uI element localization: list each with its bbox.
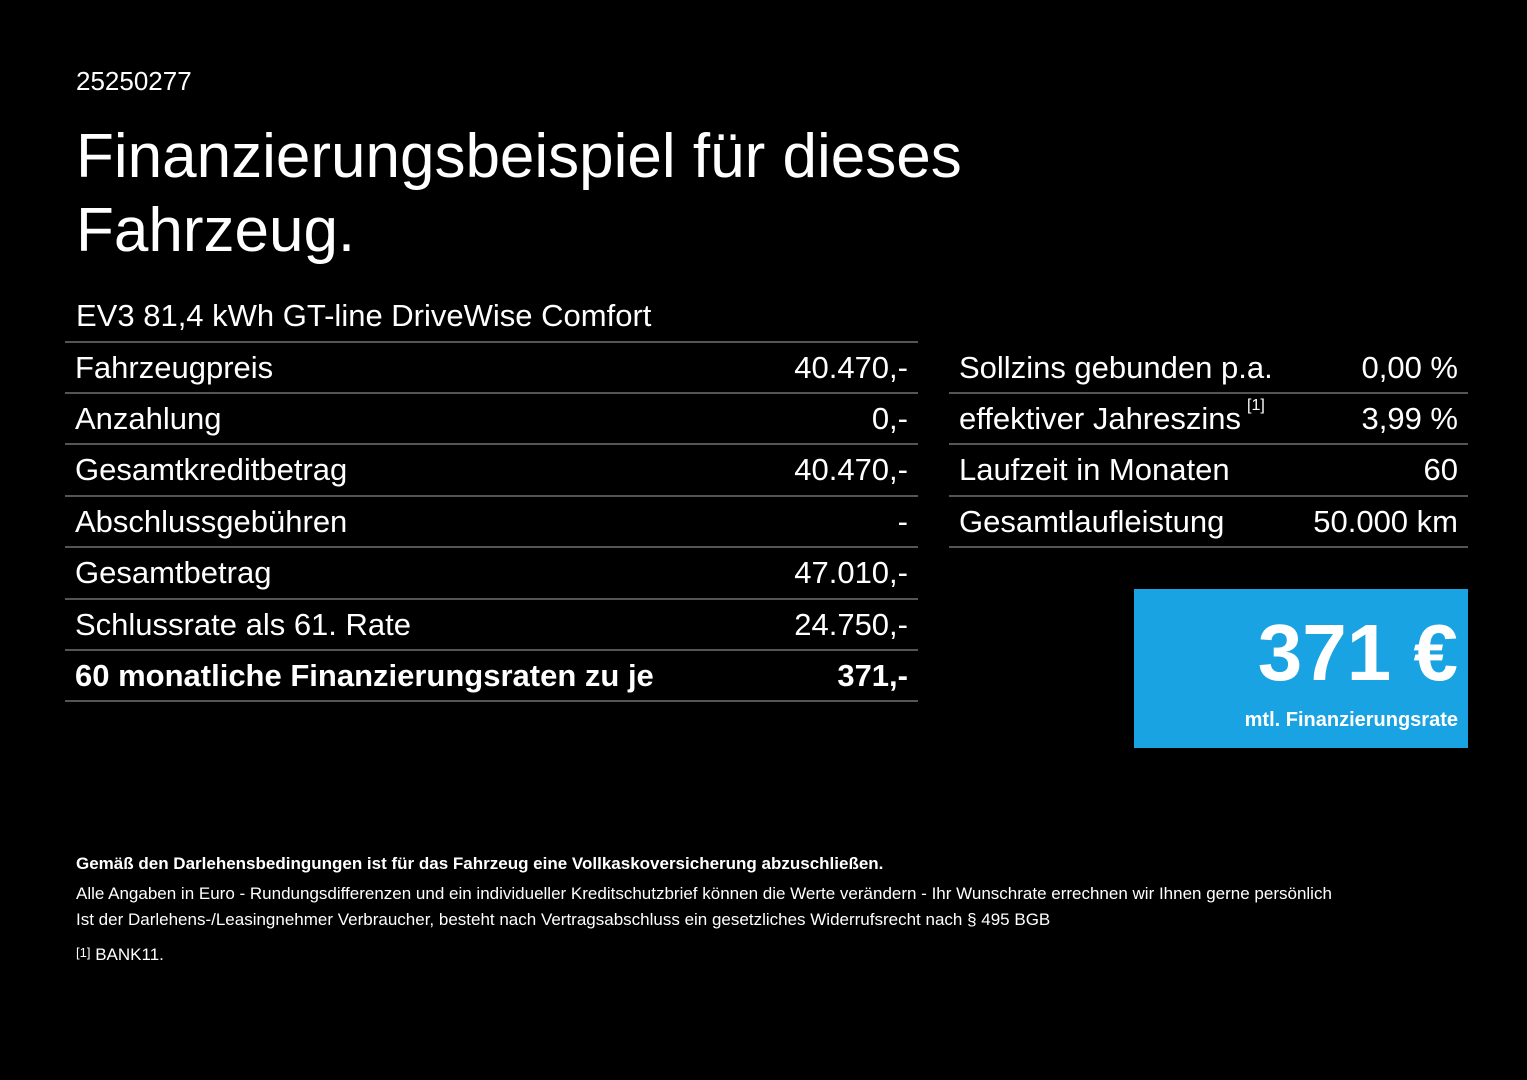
- title-line: Finanzierungsbeispiel für dieses: [76, 122, 962, 191]
- row-value: 0,-: [871, 400, 908, 436]
- table-row: effektiver Jahreszins [1] 3,99 %: [949, 394, 1468, 446]
- id: 25250277: [76, 66, 192, 96]
- table-row: Sollzins gebunden p.a. 0,00 %: [949, 343, 1468, 394]
- row-label: Gesamtlaufleistung: [959, 504, 1224, 540]
- row-label: Fahrzeugpreis: [75, 349, 274, 385]
- row-label: Schlussrate als 61. Rate: [75, 606, 412, 642]
- row-label: Anzahlung: [75, 400, 222, 436]
- row-label: Sollzins gebunden p.a.: [959, 350, 1273, 386]
- table-row: Schlussrate als 61. Rate 24.750,-: [65, 600, 918, 651]
- table-row: Gesamtbetrag 47.010,-: [65, 549, 918, 600]
- row-label-text: Sollzins gebunden p.a.: [959, 349, 1273, 385]
- row-label-text: effektiver Jahreszins: [959, 400, 1241, 436]
- rate-box: 371 € mtl. Finanzierungsrate: [1134, 589, 1468, 748]
- footnote-text: BANK11.: [95, 945, 164, 964]
- row-value: 0,00 %: [1361, 349, 1458, 385]
- table-row: Abschlussgebühren -: [65, 497, 918, 549]
- table-row: Gesamtkreditbetrag 40.470,-: [65, 446, 918, 497]
- footer-line: Alle Angaben in Euro - Rundungsdifferenz…: [76, 884, 1332, 903]
- table-row: Anzahlung 0,-: [65, 394, 918, 446]
- row-label: Gesamtbetrag: [75, 555, 272, 591]
- rate-label: mtl. Finanzierungsrate: [1244, 709, 1458, 731]
- title-line: Fahrzeug.: [76, 196, 356, 265]
- row-label: Abschlussgebühren: [75, 503, 348, 539]
- row-value: 50.000 km: [1313, 503, 1458, 539]
- divider: [65, 341, 918, 343]
- footer-bold: Gemäß den Darlehensbedingungen ist für d…: [76, 854, 884, 873]
- row-label-text: Gesamtlaufleistung: [959, 503, 1225, 539]
- row-label: effektiver Jahreszins [1]: [959, 397, 1265, 437]
- row-value: 60: [1423, 452, 1458, 488]
- row-value: -: [897, 503, 908, 539]
- row-value: 24.750,-: [794, 606, 908, 642]
- row-value: 3,99 %: [1361, 400, 1458, 436]
- row-label-text: Laufzeit in Monaten: [959, 452, 1230, 488]
- row-label: 60 monatliche Finanzierungsraten zu je: [75, 657, 654, 693]
- footnote: [1] BANK11.: [76, 945, 164, 965]
- row-value: 371,-: [837, 657, 908, 693]
- model: EV3 81,4 kWh GT-line DriveWise Comfort: [76, 298, 652, 333]
- table-row: Laufzeit in Monaten 60: [949, 446, 1468, 497]
- footnote-ref: [1]: [1247, 396, 1265, 414]
- row-value: 47.010,-: [794, 555, 908, 591]
- footer-line: Ist der Darlehens-/Leasingnehmer Verbrau…: [76, 910, 1051, 929]
- table-row: 60 monatliche Finanzierungsraten zu je 37…: [65, 651, 918, 703]
- row-value: 40.470,-: [794, 452, 908, 488]
- row-value: 40.470,-: [794, 349, 908, 385]
- table-row: Fahrzeugpreis 40.470,-: [65, 343, 918, 394]
- title: Finanzierungsbeispiel für dieses Fahrzeug…: [76, 120, 962, 268]
- row-label: Gesamtkreditbetrag: [75, 452, 348, 488]
- footnote-ref: [1]: [76, 945, 91, 960]
- table-row: Gesamtlaufleistung 50.000 km: [949, 497, 1468, 549]
- row-label: Laufzeit in Monaten: [959, 452, 1230, 488]
- rate-amount: 371 €: [1257, 608, 1458, 697]
